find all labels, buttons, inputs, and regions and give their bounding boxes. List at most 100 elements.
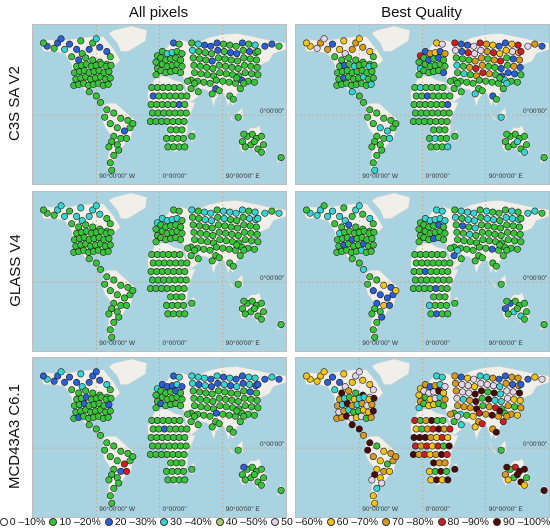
row-label-mcd43a3: MCD43A3 C6.1 <box>6 383 24 490</box>
site-marker <box>246 214 254 222</box>
site-marker <box>181 143 189 151</box>
site-marker <box>229 262 237 270</box>
site-marker <box>120 460 128 468</box>
site-marker <box>240 79 248 87</box>
site-marker <box>516 389 524 397</box>
site-marker <box>476 372 484 380</box>
site-marker <box>439 250 447 258</box>
site-marker <box>440 236 448 244</box>
landmass <box>489 109 498 122</box>
site-marker <box>117 447 125 455</box>
site-marker <box>75 223 83 231</box>
site-marker <box>236 85 244 93</box>
site-marker <box>502 46 510 54</box>
site-marker <box>232 375 240 383</box>
site-marker <box>477 213 485 221</box>
site-marker <box>485 62 493 70</box>
site-marker <box>469 79 477 87</box>
site-marker <box>433 372 441 380</box>
site-marker <box>214 379 222 387</box>
site-marker <box>483 380 491 388</box>
site-marker <box>492 428 500 436</box>
site-marker <box>475 76 483 84</box>
site-marker <box>446 92 454 100</box>
site-marker <box>251 208 259 216</box>
site-marker <box>241 143 249 151</box>
site-marker <box>222 403 230 411</box>
site-marker <box>250 138 258 146</box>
site-marker <box>85 378 93 386</box>
site-marker <box>227 49 235 57</box>
site-marker <box>364 280 372 288</box>
site-marker <box>355 259 363 267</box>
site-marker <box>503 54 511 62</box>
site-marker <box>277 321 285 329</box>
site-marker <box>77 370 85 378</box>
site-marker <box>369 453 377 461</box>
longitude-label: 90°00'00" W <box>99 172 136 180</box>
site-marker <box>105 68 113 76</box>
site-marker <box>478 228 486 236</box>
site-marker <box>464 382 472 390</box>
site-marker <box>241 394 249 402</box>
site-marker <box>444 434 452 442</box>
site-marker <box>250 78 258 86</box>
site-marker <box>496 407 504 415</box>
site-marker <box>188 39 196 47</box>
site-marker <box>459 388 467 396</box>
site-marker <box>386 467 394 475</box>
landmass <box>226 109 235 122</box>
site-marker <box>517 71 525 79</box>
site-marker <box>444 101 452 109</box>
longitude-label: 90°00'00" W <box>362 339 399 347</box>
legend-item: 70 –80% <box>382 516 434 528</box>
site-marker <box>106 220 114 228</box>
site-marker <box>106 53 114 61</box>
column-header-all-pixels: All pixels <box>128 4 189 21</box>
site-marker <box>57 35 65 43</box>
longitude-label: 90°00'00" W <box>362 505 399 513</box>
site-marker <box>465 389 473 397</box>
legend-item: 30 –40% <box>160 516 212 528</box>
site-marker <box>490 216 498 224</box>
site-marker <box>240 297 248 305</box>
site-marker <box>478 54 486 62</box>
site-marker <box>188 372 196 380</box>
site-marker <box>190 228 198 236</box>
site-marker <box>234 390 242 398</box>
site-marker <box>189 387 197 395</box>
site-marker <box>464 374 472 382</box>
site-marker <box>175 207 183 215</box>
site-marker <box>75 56 83 64</box>
site-marker <box>348 88 356 96</box>
site-marker <box>520 315 528 323</box>
site-marker <box>517 47 525 55</box>
site-marker <box>441 293 449 301</box>
site-marker <box>233 241 241 249</box>
site-marker <box>479 236 487 244</box>
site-marker <box>176 250 184 258</box>
site-marker <box>233 217 241 225</box>
site-marker <box>200 245 208 253</box>
site-marker <box>371 471 379 479</box>
map-svg: 90°00'00" W 0°00'00" 90°00'00" E 0°00'00" <box>33 358 286 517</box>
site-marker <box>240 246 248 254</box>
site-marker <box>478 87 486 95</box>
site-marker <box>179 134 187 142</box>
site-marker <box>520 465 528 473</box>
site-marker <box>245 207 253 215</box>
site-marker <box>478 221 486 229</box>
site-marker <box>463 78 471 86</box>
site-marker <box>241 310 249 318</box>
site-marker <box>221 222 229 230</box>
site-marker <box>221 388 229 396</box>
site-marker <box>106 74 114 82</box>
legend-item: 60 –70% <box>326 516 378 528</box>
site-marker <box>520 132 528 140</box>
site-marker <box>201 382 209 390</box>
longitude-label: 90°00'00" W <box>99 339 136 347</box>
site-marker <box>196 55 204 63</box>
site-marker <box>191 79 199 87</box>
site-marker <box>194 88 202 96</box>
site-marker <box>197 403 205 411</box>
